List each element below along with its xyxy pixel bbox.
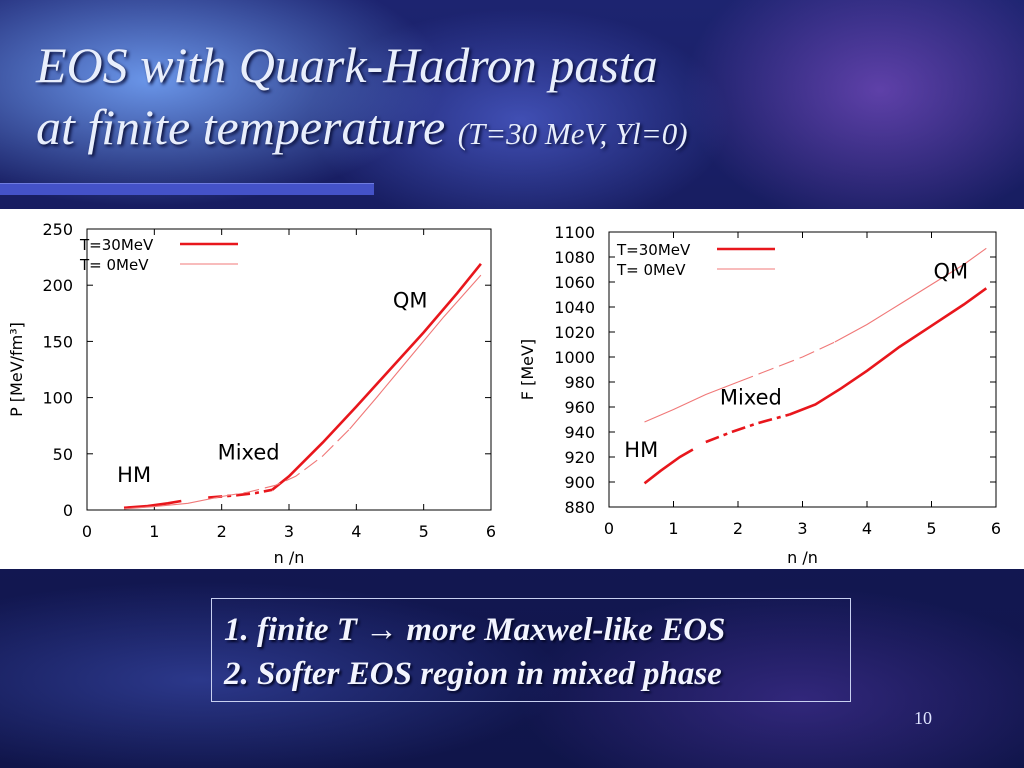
pressure-annotation-qm: QM bbox=[393, 289, 428, 313]
free-energy-series-t0-qm bbox=[834, 247, 987, 343]
pressure-y-axis-label: P [MeV/fm³] bbox=[7, 322, 26, 417]
pressure-annotation-mixed: Mixed bbox=[218, 440, 280, 464]
free-energy-x-tick-label: 4 bbox=[862, 519, 872, 538]
pressure-series-t30-hm bbox=[123, 499, 182, 510]
pressure-y-tick-label: 250 bbox=[42, 220, 73, 239]
pressure-series-t0-mixed bbox=[221, 428, 350, 498]
pressure-legend-label: T=30MeV bbox=[79, 236, 154, 254]
bullet-item-1: 1. finite T → more Maxwel-like EOS bbox=[224, 612, 726, 648]
pressure-x-tick-label: 2 bbox=[217, 522, 227, 541]
free-energy-chart: 0 1 2 3 4 5 6 880 900 920 940 960 980 1000 1020 1040 106… bbox=[518, 223, 1001, 567]
title-params: (T=30 MeV, Yl=0) bbox=[457, 116, 688, 151]
pressure-series-t30-mixed bbox=[208, 488, 273, 499]
free-energy-y-tick-label: 980 bbox=[564, 373, 595, 392]
conclusion-box: 1. finite T → more Maxwel-like EOS 2. So… bbox=[211, 598, 851, 702]
free-energy-series-t30-qm bbox=[789, 287, 988, 416]
free-energy-y-tick-label: 880 bbox=[564, 498, 595, 517]
pressure-x-tick-label: 3 bbox=[284, 522, 294, 541]
slide-title: EOS with Quark-Hadron pasta at finite te… bbox=[36, 34, 688, 165]
free-energy-x-tick-label: 0 bbox=[604, 519, 614, 538]
free-energy-x-tick-label: 6 bbox=[991, 519, 1001, 538]
free-energy-y-tick-label: 1100 bbox=[554, 223, 595, 242]
pressure-x-tick-label: 6 bbox=[486, 522, 496, 541]
title-line-2: at finite temperature (T=30 MeV, Yl=0) bbox=[36, 96, 688, 165]
free-energy-y-tick-label: 940 bbox=[564, 423, 595, 442]
pressure-chart-panel: 0 1 2 3 4 5 6 0 50 100 150 200 250 n /n P [MeV/fm³] T=3… bbox=[0, 209, 519, 569]
free-energy-y-tick-label: 900 bbox=[564, 473, 595, 492]
free-energy-x-axis-label: n /n bbox=[787, 548, 818, 567]
free-energy-series-t0-mixed bbox=[737, 341, 836, 383]
pressure-x-tick-label: 1 bbox=[149, 522, 159, 541]
free-energy-series-t30-mixed bbox=[705, 413, 790, 444]
title-line-2-text: at finite temperature bbox=[36, 99, 446, 155]
free-energy-x-tick-label: 1 bbox=[668, 519, 678, 538]
free-energy-y-tick-label: 1040 bbox=[554, 298, 595, 317]
pressure-x-tick-label: 4 bbox=[351, 522, 361, 541]
free-energy-y-tick-label: 1020 bbox=[554, 323, 595, 342]
pressure-x-tick-label: 5 bbox=[419, 522, 429, 541]
free-energy-x-tick-label: 3 bbox=[797, 519, 807, 538]
free-energy-y-tick-label: 960 bbox=[564, 398, 595, 417]
free-energy-annotation-qm: QM bbox=[934, 259, 969, 283]
free-energy-legend-label: T=30MeV bbox=[616, 241, 691, 259]
free-energy-y-tick-label: 1080 bbox=[554, 248, 595, 267]
pressure-series-t0-qm bbox=[349, 274, 482, 430]
title-accent-bar bbox=[0, 183, 374, 195]
pressure-legend-label: T= 0MeV bbox=[79, 256, 149, 274]
free-energy-x-tick-label: 5 bbox=[926, 519, 936, 538]
pressure-x-axis-label: n /n bbox=[274, 548, 305, 567]
free-energy-annotation-hm: HM bbox=[624, 438, 658, 462]
pressure-annotation-hm: HM bbox=[117, 463, 151, 487]
pressure-series-t0-hm bbox=[123, 495, 222, 510]
page-number: 10 bbox=[914, 708, 932, 728]
free-energy-legend-label: T= 0MeV bbox=[616, 261, 686, 279]
pressure-y-tick-label: 0 bbox=[63, 501, 73, 520]
pressure-y-tick-label: 50 bbox=[53, 445, 73, 464]
pressure-y-tick-label: 200 bbox=[42, 276, 73, 295]
pressure-y-tick-label: 100 bbox=[42, 389, 73, 408]
bullet-item-2: 2. Softer EOS region in mixed phase bbox=[224, 656, 722, 692]
free-energy-y-axis-label: F [MeV] bbox=[519, 339, 537, 400]
pressure-chart: 0 1 2 3 4 5 6 0 50 100 150 200 250 n /n P [MeV/fm³] T=3… bbox=[7, 220, 496, 567]
free-energy-y-tick-label: 920 bbox=[564, 448, 595, 467]
free-energy-x-tick-label: 2 bbox=[733, 519, 743, 538]
free-energy-y-tick-label: 1000 bbox=[554, 348, 595, 367]
pressure-x-tick-label: 0 bbox=[82, 522, 92, 541]
pressure-series-t30-qm bbox=[271, 262, 482, 491]
free-energy-annotation-mixed: Mixed bbox=[720, 386, 782, 410]
pressure-y-tick-label: 150 bbox=[42, 332, 73, 351]
free-energy-series-t0-hm bbox=[644, 381, 739, 423]
free-energy-chart-panel: 0 1 2 3 4 5 6 880 900 920 940 960 980 1000 1020 1040 106… bbox=[518, 209, 1024, 569]
free-energy-series-t30-hm bbox=[643, 448, 694, 485]
free-energy-y-tick-label: 1060 bbox=[554, 273, 595, 292]
title-line-1: EOS with Quark-Hadron pasta bbox=[36, 37, 658, 93]
